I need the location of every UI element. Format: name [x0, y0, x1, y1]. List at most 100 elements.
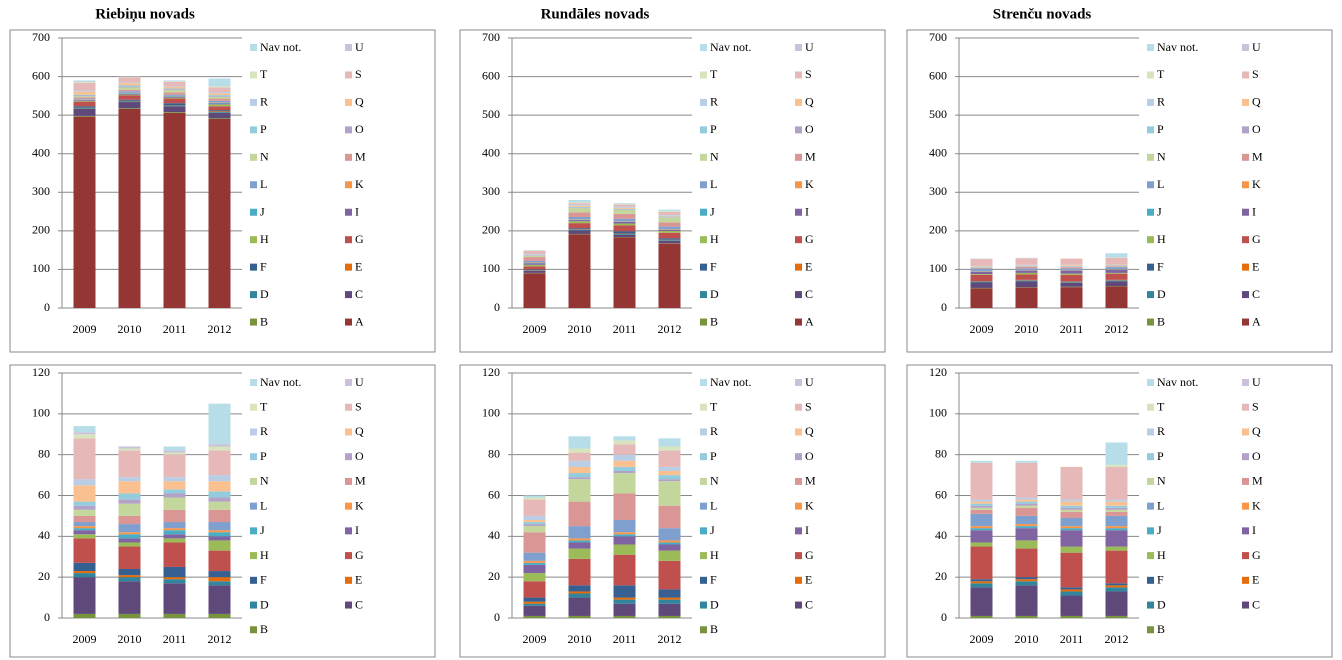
bar-segment	[1060, 546, 1083, 553]
legend-swatch	[700, 291, 707, 299]
bar-segment	[208, 87, 231, 92]
legend-label: L	[260, 498, 267, 512]
bar-segment	[73, 81, 96, 83]
bar-segment	[658, 211, 681, 216]
bar-segment	[568, 473, 591, 478]
bar-segment	[658, 222, 681, 227]
legend-label: P	[260, 449, 267, 463]
x-tick-label: 2010	[568, 322, 592, 336]
bar-segment	[1105, 266, 1128, 268]
bar-segment	[163, 112, 186, 308]
legend-label: B	[1157, 314, 1165, 328]
bar-segment	[568, 466, 591, 474]
bar-segment	[523, 257, 546, 261]
bar-segment	[118, 99, 141, 101]
bar-segment	[163, 509, 186, 523]
bar-segment	[970, 282, 993, 288]
bar-segment	[1060, 528, 1083, 531]
legend-swatch	[250, 477, 257, 485]
y-tick-label: 500	[929, 107, 947, 121]
bar-segment	[568, 221, 591, 224]
bar-segment	[118, 515, 141, 525]
bar-segment	[1015, 460, 1038, 463]
bar-segment	[1015, 270, 1038, 273]
bar-segment	[1060, 552, 1083, 588]
bar-segment	[658, 466, 681, 471]
legend-label: L	[710, 498, 717, 512]
bar-segment	[208, 95, 231, 97]
bar-segment	[1105, 253, 1128, 258]
bar-segment	[1060, 267, 1083, 269]
x-tick-label: 2011	[163, 632, 187, 646]
y-tick-label: 700	[482, 30, 500, 44]
x-tick-label: 2011	[613, 632, 637, 646]
y-tick-label: 0	[494, 610, 500, 624]
bar-segment	[658, 481, 681, 506]
legend-swatch	[345, 153, 352, 161]
legend-swatch	[250, 453, 257, 461]
legend-swatch	[795, 318, 802, 326]
legend-label: N	[1157, 150, 1166, 164]
bar-segment	[970, 267, 993, 269]
bar-segment	[613, 444, 636, 455]
bar-segment	[613, 520, 636, 533]
bar-segment	[970, 503, 993, 506]
y-tick-label: 120	[32, 365, 50, 379]
legend-label: F	[710, 573, 717, 587]
bar-segment	[118, 503, 141, 516]
bar-segment	[568, 448, 591, 453]
legend-swatch	[700, 153, 707, 161]
bar-segment	[118, 534, 141, 539]
x-tick-label: 2011	[1060, 322, 1084, 336]
bar-segment	[1060, 511, 1083, 518]
bar-segment	[163, 530, 186, 535]
bar-segment	[658, 446, 681, 451]
legend-label: J	[260, 523, 265, 537]
bar-segment	[208, 475, 231, 482]
bar-segment	[73, 573, 96, 578]
bar-segment	[1105, 587, 1128, 592]
y-tick-label: 0	[941, 300, 947, 314]
legend-swatch	[1242, 291, 1249, 299]
bar-segment	[208, 100, 231, 103]
legend-label: F	[710, 259, 717, 273]
bar-segment	[163, 98, 186, 104]
legend-label: P	[710, 122, 717, 136]
bar-segment	[208, 550, 231, 572]
legend-label: H	[710, 548, 719, 562]
bar-segment	[1015, 258, 1038, 265]
bar-segment	[568, 216, 591, 220]
legend-swatch	[1242, 502, 1249, 510]
bar-segment	[163, 97, 186, 98]
legend-label: D	[710, 597, 719, 611]
legend-swatch	[1242, 181, 1249, 189]
bar-segment	[1105, 272, 1128, 274]
bar-segment	[568, 540, 591, 543]
bar-segment	[613, 599, 636, 604]
bar-segment	[568, 591, 591, 594]
bar-segment	[613, 536, 636, 545]
legend-label: N	[260, 474, 269, 488]
bar-segment	[1105, 264, 1128, 266]
legend-swatch	[1147, 236, 1154, 244]
bar-segment	[568, 479, 591, 502]
bar-segment	[568, 501, 591, 527]
bar-segment	[658, 540, 681, 543]
legend-label: H	[710, 232, 719, 246]
bar-segment	[163, 94, 186, 96]
bar-segment	[658, 597, 681, 600]
legend-label: R	[1157, 95, 1165, 109]
bar-segment	[970, 530, 993, 543]
legend-label: G	[355, 548, 364, 562]
bar-segment	[118, 575, 141, 578]
legend-swatch	[345, 126, 352, 134]
bar-segment	[163, 566, 186, 578]
bar-segment	[658, 528, 681, 541]
bar-segment	[523, 515, 546, 520]
bar-segment	[208, 522, 231, 531]
bar-segment	[1015, 585, 1038, 616]
bar-segment	[970, 499, 993, 502]
bar-segment	[523, 573, 546, 582]
bar-segment	[658, 240, 681, 241]
bar-segment	[118, 477, 141, 482]
